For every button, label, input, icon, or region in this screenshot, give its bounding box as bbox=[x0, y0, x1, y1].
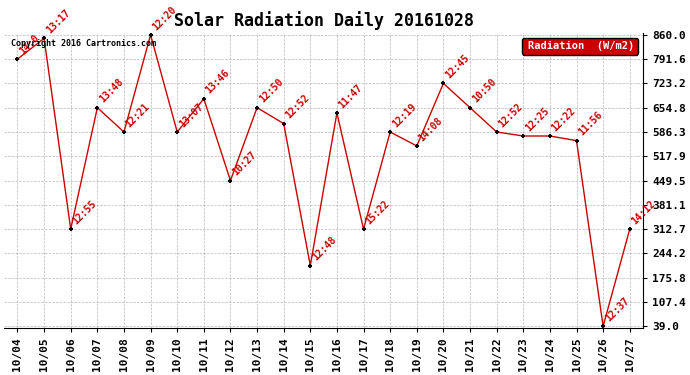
Point bbox=[571, 138, 582, 144]
Text: 10:50: 10:50 bbox=[470, 77, 498, 105]
Point bbox=[438, 80, 449, 86]
Text: 14:0: 14:0 bbox=[17, 33, 41, 56]
Point bbox=[544, 133, 555, 139]
Point bbox=[252, 105, 263, 111]
Point bbox=[464, 105, 475, 111]
Text: 11:56: 11:56 bbox=[577, 110, 604, 138]
Text: 15:22: 15:22 bbox=[364, 198, 391, 226]
Text: 12:25: 12:25 bbox=[523, 105, 551, 133]
Point bbox=[278, 121, 289, 127]
Point bbox=[65, 226, 76, 232]
Text: 12:52: 12:52 bbox=[284, 93, 311, 121]
Text: 12:37: 12:37 bbox=[603, 296, 631, 324]
Point bbox=[198, 96, 209, 102]
Text: 12:45: 12:45 bbox=[444, 53, 471, 81]
Point bbox=[411, 143, 422, 149]
Text: 12:22: 12:22 bbox=[550, 105, 578, 133]
Point bbox=[358, 226, 369, 232]
Text: 12:50: 12:50 bbox=[257, 77, 285, 105]
Point bbox=[331, 110, 342, 116]
Point bbox=[518, 133, 529, 139]
Point bbox=[145, 32, 156, 38]
Point bbox=[119, 129, 130, 135]
Text: 13:48: 13:48 bbox=[97, 77, 125, 105]
Text: 14:12: 14:12 bbox=[630, 198, 658, 226]
Text: 13:46: 13:46 bbox=[204, 68, 232, 96]
Point bbox=[491, 129, 502, 135]
Text: 12:48: 12:48 bbox=[310, 235, 338, 263]
Point bbox=[225, 177, 236, 183]
Point bbox=[384, 129, 395, 135]
Point bbox=[172, 129, 183, 135]
Text: 11:47: 11:47 bbox=[337, 82, 365, 110]
Text: 10:27: 10:27 bbox=[230, 150, 258, 178]
Point bbox=[305, 262, 316, 268]
Text: Copyright 2016 Cartronics.com: Copyright 2016 Cartronics.com bbox=[10, 39, 155, 48]
Text: 12:20: 12:20 bbox=[150, 4, 179, 32]
Text: 13:17: 13:17 bbox=[44, 8, 72, 36]
Title: Solar Radiation Daily 20161028: Solar Radiation Daily 20161028 bbox=[174, 11, 473, 30]
Point bbox=[39, 35, 50, 41]
Point bbox=[598, 323, 609, 329]
Text: 12:55: 12:55 bbox=[70, 198, 99, 226]
Text: 12:52: 12:52 bbox=[497, 101, 524, 129]
Text: 14:08: 14:08 bbox=[417, 115, 444, 143]
Text: 12:19: 12:19 bbox=[390, 101, 418, 129]
Legend: Radiation  (W/m2): Radiation (W/m2) bbox=[522, 38, 638, 54]
Point bbox=[92, 105, 103, 111]
Text: 13:07: 13:07 bbox=[177, 101, 205, 129]
Point bbox=[12, 56, 23, 62]
Text: 12:21: 12:21 bbox=[124, 101, 152, 129]
Point bbox=[624, 226, 635, 232]
